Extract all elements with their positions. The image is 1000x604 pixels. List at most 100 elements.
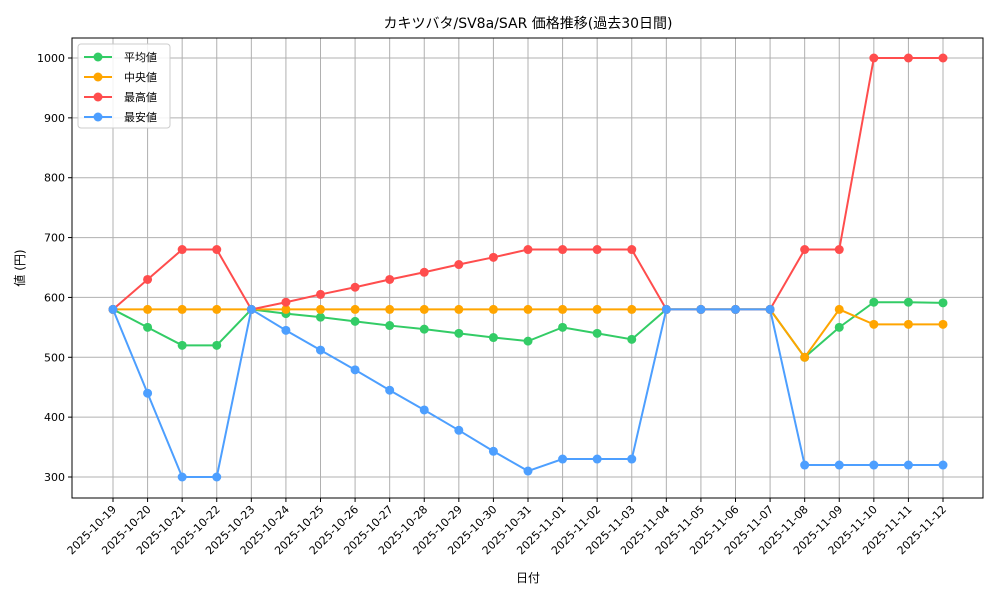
data-point	[558, 454, 568, 464]
data-point	[834, 245, 844, 255]
y-tick-label: 900	[44, 112, 65, 125]
data-point	[177, 245, 187, 255]
gridlines	[72, 38, 983, 498]
data-point	[488, 304, 498, 314]
data-point	[938, 319, 948, 329]
data-point	[834, 304, 844, 314]
y-tick-label: 300	[44, 471, 65, 484]
legend-label: 最安値	[124, 110, 157, 124]
data-point	[592, 245, 602, 255]
legend-label: 中央値	[124, 71, 157, 84]
data-point	[869, 319, 879, 329]
data-point	[143, 274, 153, 284]
y-tick-label: 600	[44, 291, 65, 304]
data-point	[800, 352, 810, 362]
legend-swatch-marker	[93, 92, 103, 102]
data-point	[419, 267, 429, 277]
legend-swatch-marker	[93, 112, 103, 122]
data-point	[869, 53, 879, 63]
data-point	[385, 321, 395, 331]
y-tick-label: 500	[44, 351, 65, 364]
data-point	[627, 334, 637, 344]
data-point	[938, 460, 948, 470]
data-point	[419, 324, 429, 334]
data-point	[523, 245, 533, 255]
data-point	[419, 304, 429, 314]
data-point	[350, 316, 360, 326]
data-point	[143, 322, 153, 332]
data-point	[903, 53, 913, 63]
data-point	[385, 385, 395, 395]
data-point	[627, 454, 637, 464]
data-point	[731, 304, 740, 314]
data-point	[143, 388, 153, 398]
series-line	[108, 304, 948, 482]
data-point	[281, 297, 291, 307]
data-point	[938, 53, 948, 63]
data-point	[592, 328, 602, 338]
data-point	[869, 460, 879, 470]
legend-swatch-marker	[93, 72, 103, 82]
data-point	[212, 472, 222, 482]
data-point	[903, 460, 913, 470]
data-point	[523, 466, 533, 476]
data-point	[350, 282, 360, 292]
data-point	[488, 333, 498, 343]
y-axis: 300 400 500 600 700 800 900 1000	[37, 52, 72, 484]
data-point	[385, 274, 395, 284]
data-point	[627, 304, 637, 314]
y-tick-label: 1000	[37, 52, 65, 65]
x-axis-label: 日付	[516, 571, 540, 585]
data-point	[454, 328, 464, 338]
plot-lines	[108, 53, 948, 482]
data-point	[800, 460, 810, 470]
y-axis-label: 値 (円)	[12, 249, 27, 286]
data-point	[454, 425, 464, 435]
data-point	[903, 297, 913, 307]
chart-title: カキツバタ/SV8a/SAR 価格推移(過去30日間)	[383, 16, 672, 32]
data-point	[177, 304, 187, 314]
data-point	[903, 319, 913, 329]
legend-label: 最高値	[124, 90, 157, 104]
legend-label: 平均値	[124, 51, 157, 64]
data-point	[454, 304, 464, 314]
data-point	[488, 446, 498, 456]
data-point	[869, 297, 879, 307]
data-point	[558, 304, 568, 314]
data-point	[627, 245, 637, 255]
data-point	[800, 245, 810, 255]
data-point	[350, 365, 360, 375]
data-point	[385, 304, 395, 314]
legend-swatch-marker	[93, 52, 103, 62]
data-point	[350, 304, 360, 314]
data-point	[834, 322, 844, 332]
y-tick-label: 800	[44, 172, 65, 185]
data-point	[212, 340, 222, 350]
data-point	[488, 252, 498, 262]
data-point	[696, 304, 706, 314]
data-point	[212, 304, 222, 314]
data-point	[281, 325, 291, 335]
data-point	[558, 245, 568, 255]
data-point	[108, 304, 118, 314]
data-point	[177, 340, 187, 350]
data-point	[834, 460, 844, 470]
data-point	[246, 304, 256, 314]
data-point	[419, 405, 429, 415]
data-point	[212, 245, 222, 255]
data-point	[765, 304, 775, 314]
legend-box	[77, 43, 171, 129]
y-tick-label: 700	[44, 232, 65, 245]
data-point	[143, 304, 153, 314]
data-point	[316, 304, 325, 314]
data-point	[316, 289, 325, 299]
data-point	[177, 472, 187, 482]
data-point	[523, 304, 533, 314]
data-point	[454, 260, 464, 270]
data-point	[558, 322, 568, 332]
data-point	[938, 298, 948, 308]
x-axis: 2025-10-192025-10-202025-10-212025-10-22…	[65, 498, 949, 557]
data-point	[316, 345, 325, 355]
